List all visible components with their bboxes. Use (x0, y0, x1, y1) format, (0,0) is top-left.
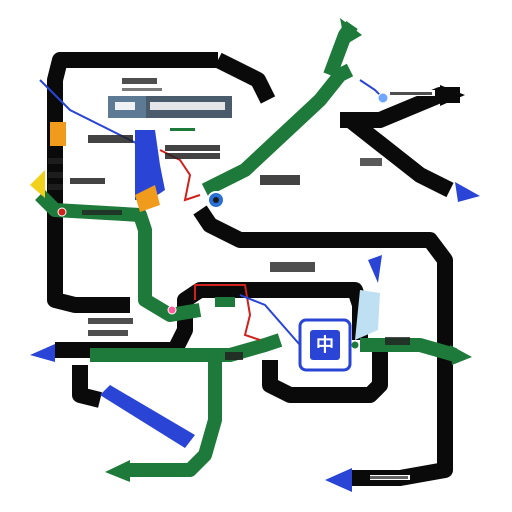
arrowhead-bottom-right (325, 468, 352, 492)
station-node-center-left[interactable] (167, 305, 177, 315)
green-line-bottom (125, 360, 222, 477)
green-arrowhead-group (105, 18, 472, 482)
green-line-main-diagonal (201, 63, 354, 197)
green-line-left (35, 190, 202, 322)
yellow-triangle-left (30, 170, 45, 198)
blue-panel-upper (135, 130, 165, 200)
black-line-lower-loop (72, 350, 388, 408)
black-line-group (47, 52, 460, 486)
orange-block-mid (135, 185, 160, 212)
arrowhead-right-mid (455, 182, 480, 202)
arrowhead-left (30, 344, 55, 362)
label-block-5 (88, 135, 133, 143)
label-block-3 (115, 102, 135, 110)
label-scribble-group (48, 78, 435, 480)
arrowhead-top-right (440, 85, 465, 106)
label-block-18 (270, 262, 315, 272)
label-block-7 (165, 153, 220, 159)
label-block-13 (82, 210, 122, 215)
station-node-left[interactable] (57, 207, 67, 217)
green-line-right (360, 338, 457, 362)
label-block-19 (215, 297, 235, 307)
label-block-8 (170, 128, 195, 131)
label-block-10 (48, 172, 63, 178)
label-block-2 (122, 88, 162, 91)
arrowhead-right-green (450, 345, 472, 365)
label-block-21 (88, 330, 128, 336)
blue-arrowhead-group (30, 182, 480, 492)
central-marker[interactable]: 中 (298, 318, 352, 372)
label-block-23 (385, 337, 410, 345)
station-node-inner (213, 197, 219, 203)
station-node-green-right[interactable] (350, 340, 360, 350)
label-block-25 (370, 476, 408, 479)
label-block-1 (122, 78, 157, 84)
label-block-14 (260, 175, 300, 185)
arrowhead-bottom-left (105, 460, 130, 482)
label-block-12 (70, 178, 105, 184)
black-arrowhead-group (440, 85, 465, 106)
light-blue-panel (355, 290, 380, 340)
label-block-6 (165, 145, 220, 151)
label-block-15 (360, 158, 382, 166)
label-block-11 (48, 184, 63, 190)
station-node-right[interactable] (377, 92, 389, 104)
label-block-20 (88, 318, 133, 324)
arrowhead-right-upper (368, 255, 382, 283)
label-block-4 (150, 102, 225, 110)
central-marker-inner (310, 330, 340, 360)
green-line-lower (90, 333, 283, 362)
orange-block-left (50, 122, 66, 146)
label-block-9 (48, 158, 63, 164)
station-group (57, 92, 389, 350)
label-block-22 (225, 352, 243, 360)
label-block-17 (390, 92, 432, 95)
black-line-right-diagonal (345, 113, 454, 198)
blue-diagonal-band (100, 385, 195, 448)
central-marker-glyph: 中 (316, 334, 334, 356)
red-line-lower (194, 284, 261, 341)
arrowhead-top (340, 18, 362, 45)
